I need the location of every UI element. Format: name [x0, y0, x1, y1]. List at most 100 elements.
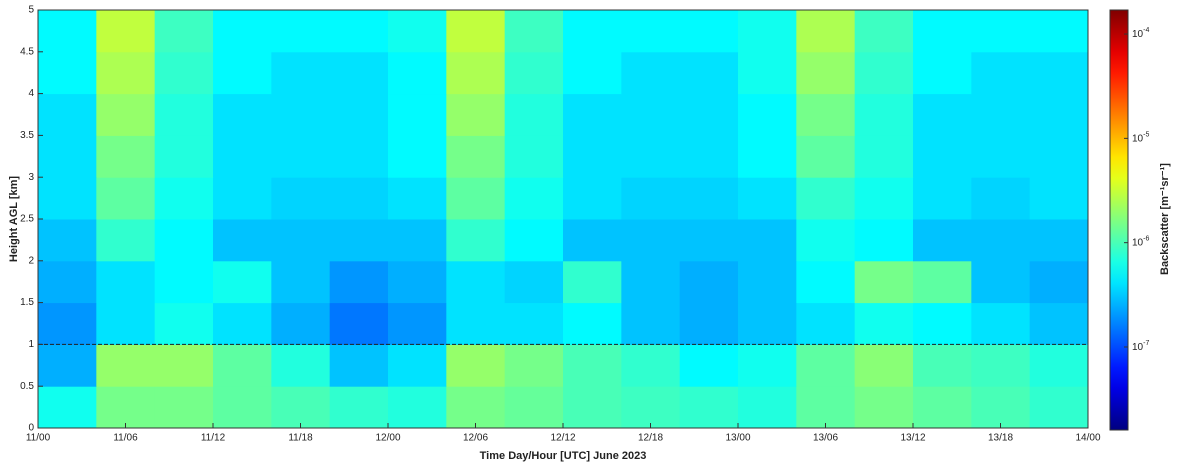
colorbar: [1109, 9, 1129, 431]
heatmap-cell: [213, 51, 272, 95]
heatmap-cell: [738, 219, 797, 262]
heatmap-cell: [446, 135, 506, 178]
heatmap-cell: [446, 177, 506, 220]
heatmap-cell: [504, 219, 564, 262]
heatmap-cell: [388, 177, 447, 220]
heatmap-cell: [38, 344, 97, 387]
colorbar-tick-label: 10-5: [1132, 131, 1149, 144]
heatmap-cell: [738, 135, 797, 178]
heatmap-cell: [563, 51, 622, 95]
heatmap-cell: [38, 93, 97, 136]
x-tick-label: 12/12: [550, 433, 575, 444]
heatmap-cell: [96, 177, 156, 220]
heatmap-cell: [1029, 302, 1089, 345]
heatmap-cell: [679, 344, 739, 387]
heatmap-cell: [679, 219, 739, 262]
heatmap-cell: [563, 177, 622, 220]
heatmap-cell: [154, 51, 214, 95]
heatmap-cell: [679, 260, 739, 304]
colorbar-tick-label: 10-6: [1132, 236, 1149, 249]
colorbar-tick-label: 10-7: [1132, 340, 1149, 353]
heatmap-cell: [679, 386, 739, 429]
heatmap-cell: [271, 93, 331, 136]
heatmap-cell: [621, 219, 681, 262]
heatmap-cell: [271, 302, 331, 345]
heatmap-cell: [213, 177, 272, 220]
heatmap-cell: [913, 51, 972, 95]
tick-base: 10: [1132, 29, 1144, 40]
heatmap-cell: [154, 302, 214, 345]
heatmap-cell: [621, 260, 681, 304]
heatmap-cell: [38, 10, 97, 53]
heatmap-cell: [96, 302, 156, 345]
heatmap-cell: [563, 260, 622, 304]
heatmap-cell: [621, 386, 681, 429]
heatmap-cell: [563, 386, 622, 429]
tick-exponent: -6: [1143, 236, 1149, 243]
heatmap-cell: [1029, 386, 1089, 429]
y-tick-label: 3: [28, 172, 34, 183]
heatmap-cell: [38, 51, 97, 95]
heatmap-cell: [96, 51, 156, 95]
heatmap-cell: [446, 10, 506, 53]
heatmap-cell: [679, 135, 739, 178]
heatmap-cell: [271, 177, 331, 220]
heatmap-cell: [271, 260, 331, 304]
heatmap-cell: [796, 10, 856, 53]
heatmap-cell: [38, 177, 97, 220]
tick-exponent: -7: [1143, 340, 1149, 347]
heatmap-cell: [388, 260, 447, 304]
heatmap-cell: [271, 344, 331, 387]
heatmap-cell: [679, 93, 739, 136]
heatmap-cell: [738, 177, 797, 220]
heatmap-cell: [504, 51, 564, 95]
heatmap-cell: [154, 344, 214, 387]
heatmap-cell: [621, 51, 681, 95]
heatmap-cell: [329, 51, 389, 95]
x-tick-label: 11/12: [201, 433, 226, 444]
heatmap-cell: [329, 344, 389, 387]
heatmap-cell: [96, 344, 156, 387]
heatmap-cell: [446, 386, 506, 429]
heatmap-cell: [738, 93, 797, 136]
heatmap-cell: [971, 302, 1031, 345]
heatmap-cell: [738, 302, 797, 345]
tick-exponent: -4: [1143, 27, 1149, 34]
heatmap-cell: [854, 344, 914, 387]
heatmap-cell: [504, 93, 564, 136]
y-tick-label: 2: [28, 255, 34, 266]
heatmap-cell: [388, 386, 447, 429]
heatmap-cell: [796, 135, 856, 178]
heatmap-cell: [271, 51, 331, 95]
heatmap-cell: [1029, 344, 1089, 387]
heatmap-cell: [271, 219, 331, 262]
heatmap-cell: [971, 135, 1031, 178]
heatmap-cell: [1029, 51, 1089, 95]
heatmap-cell: [388, 219, 447, 262]
heatmap-cell: [96, 386, 156, 429]
heatmap-cell: [154, 177, 214, 220]
y-tick-label: 4.5: [20, 46, 34, 57]
heatmap-cell: [913, 302, 972, 345]
heatmap-cell: [738, 260, 797, 304]
heatmap-cell: [913, 135, 972, 178]
heatmap-cell: [563, 135, 622, 178]
heatmap-cell: [213, 302, 272, 345]
colorbar-label: Backscatter [m⁻¹sr⁻¹]: [1159, 163, 1171, 275]
heatmap-cell: [854, 302, 914, 345]
heatmap-cell: [388, 93, 447, 136]
heatmap-cell: [621, 93, 681, 136]
heatmap-cell: [679, 177, 739, 220]
heatmap-cell: [1029, 219, 1089, 262]
x-tick-label: 13/00: [725, 433, 750, 444]
heatmap-cell: [388, 135, 447, 178]
heatmap-cell: [796, 219, 856, 262]
heatmap-cell: [154, 386, 214, 429]
heatmap-cell: [854, 219, 914, 262]
heatmap-cell: [388, 344, 447, 387]
heatmap-cell: [96, 10, 156, 53]
heatmap-cell: [96, 135, 156, 178]
heatmap-cell: [738, 10, 797, 53]
heatmap-cell: [38, 135, 97, 178]
heatmap-cell: [213, 344, 272, 387]
